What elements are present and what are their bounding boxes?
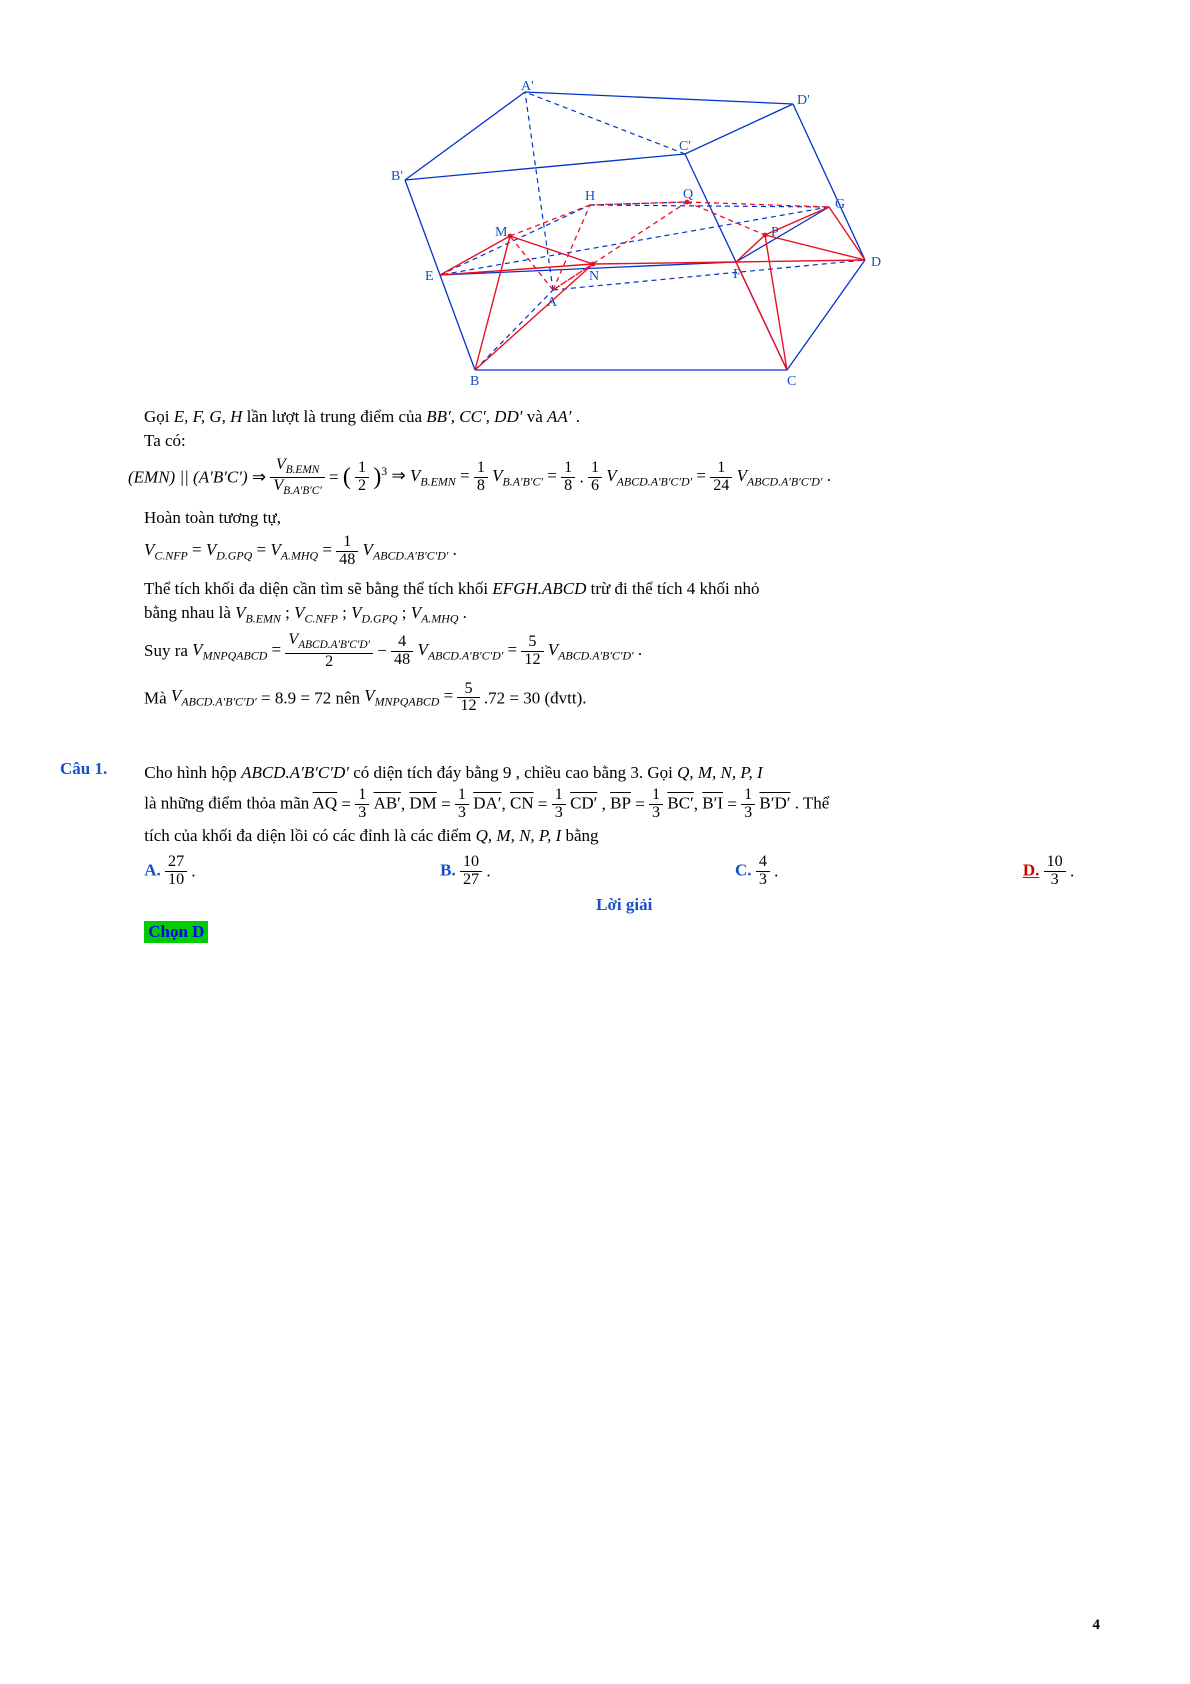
svg-text:B: B [470, 374, 479, 389]
option-c[interactable]: C. 43 . [735, 854, 778, 889]
question-body: Cho hình hộp ABCD.A′B′C′D′ có diện tích … [144, 759, 1104, 943]
svg-text:E: E [425, 269, 434, 284]
sol-eq-2: VC.NFP = VD.GPQ = VA.MHQ = 148 VABCD.A′B… [144, 534, 1110, 569]
svg-text:B': B' [391, 169, 403, 184]
answer-options: A. 2710 . B. 1027 . C. 43 . D. 103 . [144, 854, 1104, 889]
svg-text:D': D' [797, 93, 810, 108]
svg-text:D: D [871, 255, 881, 270]
sol-eq-3: Suy ra VMNPQABCD = VABCD.A′B′C′D′ 2 − 44… [144, 632, 1110, 670]
option-a[interactable]: A. 2710 . [144, 854, 195, 889]
svg-text:F: F [733, 267, 741, 282]
question-label: Câu 1. [60, 759, 140, 779]
sol-eq-4: Mà VABCD.A′B′C′D′ = 8.9 = 72 nên VMNPQAB… [144, 681, 1110, 716]
loi-giai-heading: Lời giải [144, 895, 1104, 915]
sol-eq-1: (EMN) || (A′B′C′) ⇒ VB.EMN VB.A′B′C′ = (… [128, 457, 1110, 498]
sol-line-3: Hoàn toàn tương tự, [144, 508, 1110, 528]
svg-text:Q: Q [683, 187, 693, 202]
solution-block: Gọi E, F, G, H lần lượt là trung điểm củ… [144, 407, 1110, 715]
sol-line-5: bằng nhau là VB.EMN ; VC.NFP ; VD.GPQ ; … [144, 603, 1110, 626]
option-b[interactable]: B. 1027 . [440, 854, 490, 889]
page-number: 4 [1093, 1617, 1101, 1634]
sol-line-2: Ta có: [144, 431, 1110, 451]
chon-badge: Chọn D [144, 921, 208, 943]
sol-line-4: Thể tích khối đa diện cần tìm sẽ bằng th… [144, 579, 1110, 599]
figure-svg: B C D A B' C' D' A' E F G H M N P Q [295, 80, 935, 390]
sol-line-1: Gọi E, F, G, H lần lượt là trung điểm củ… [144, 407, 1110, 427]
svg-text:A: A [547, 295, 558, 310]
svg-text:H: H [585, 189, 595, 204]
svg-text:A': A' [521, 80, 534, 94]
svg-text:P: P [771, 225, 779, 240]
svg-text:M: M [495, 225, 508, 240]
svg-text:G: G [835, 197, 845, 212]
question-1: Câu 1. Cho hình hộp ABCD.A′B′C′D′ có diệ… [60, 759, 1110, 943]
svg-text:N: N [589, 269, 599, 284]
option-d[interactable]: D. 103 . [1023, 854, 1074, 889]
svg-text:C: C [787, 374, 796, 389]
geometry-figure: B C D A B' C' D' A' E F G H M N P Q [120, 80, 1110, 395]
svg-text:C': C' [679, 139, 691, 154]
